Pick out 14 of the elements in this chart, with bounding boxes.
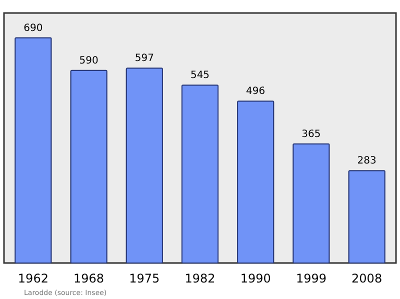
data-label: 496: [246, 86, 266, 98]
x-tick-label: 1975: [129, 272, 160, 286]
data-label: 283: [357, 156, 376, 167]
data-label: 365: [302, 128, 321, 140]
data-label: 590: [79, 55, 98, 66]
data-label: 597: [134, 53, 154, 64]
x-tick-label: 2008: [352, 272, 382, 286]
x-tick-label: 1990: [240, 272, 271, 286]
x-tick-label: 1968: [74, 272, 104, 286]
x-tick-label: 1962: [18, 272, 48, 286]
x-tick-label: 1999: [296, 272, 326, 286]
x-tick-label: 1982: [184, 272, 216, 286]
data-label: 690: [24, 22, 43, 34]
data-label: 545: [190, 70, 210, 82]
